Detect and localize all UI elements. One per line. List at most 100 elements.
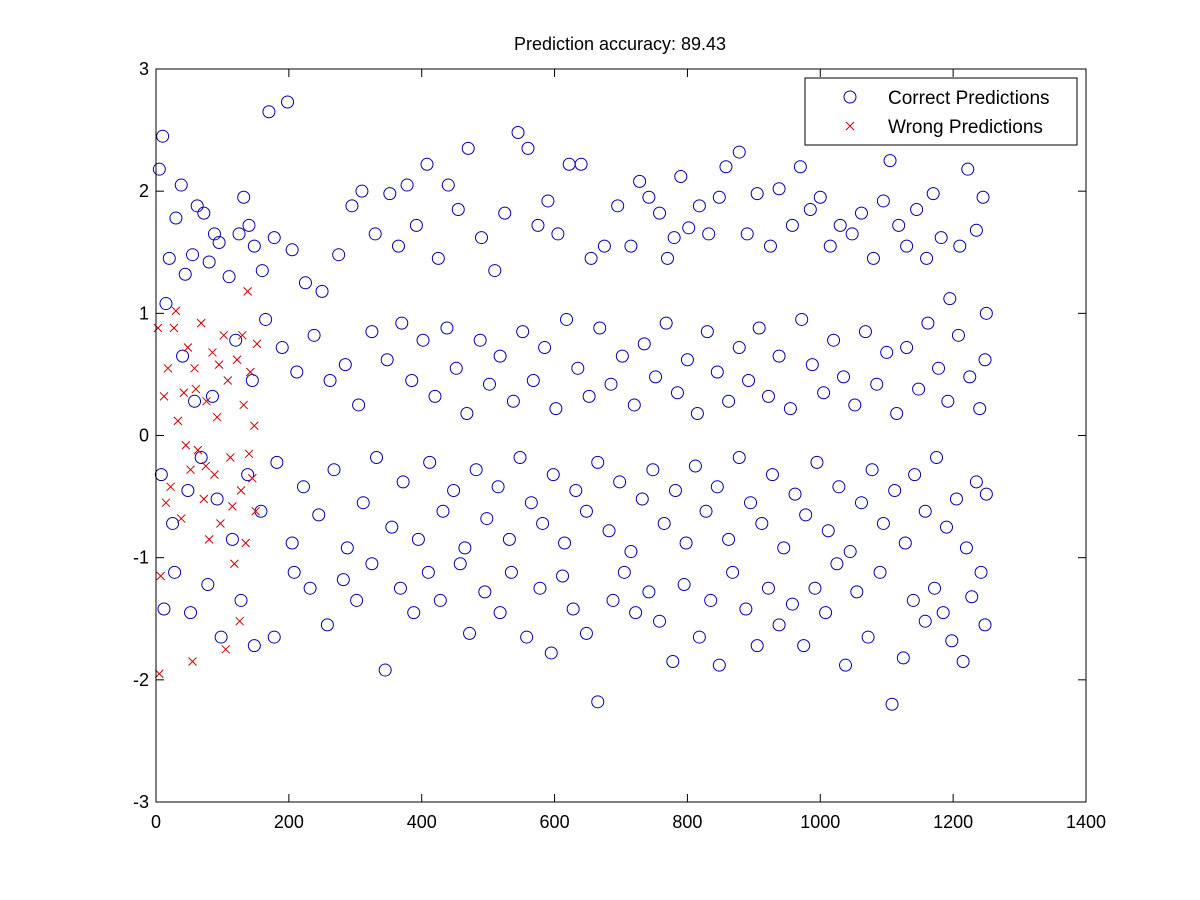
point-correct <box>682 221 696 235</box>
point-correct <box>670 386 684 400</box>
point-correct <box>742 374 756 388</box>
point-correct <box>873 565 887 579</box>
point-correct <box>463 626 477 640</box>
x-tick-label: 1000 <box>800 812 840 832</box>
point-wrong <box>186 465 195 475</box>
point-correct <box>186 248 200 262</box>
point-correct <box>657 516 671 530</box>
point-correct <box>979 487 993 501</box>
y-tick-label: 3 <box>139 59 149 79</box>
point-correct <box>423 455 437 469</box>
point-correct <box>411 532 425 546</box>
point-wrong <box>238 330 247 340</box>
point-correct <box>409 218 423 232</box>
point-correct <box>945 634 959 648</box>
point-wrong <box>204 534 214 544</box>
point-correct <box>752 321 766 335</box>
point-correct <box>290 365 304 379</box>
point-correct <box>493 606 507 620</box>
point-correct <box>365 557 379 571</box>
point-correct <box>928 581 942 595</box>
legend-label: Correct Predictions <box>888 88 1050 109</box>
point-correct <box>926 187 940 201</box>
x-tick-label: 1200 <box>933 812 973 832</box>
point-correct <box>365 325 379 339</box>
point-correct <box>521 141 535 155</box>
point-correct <box>712 658 726 672</box>
point-correct <box>624 545 638 559</box>
point-correct <box>440 321 454 335</box>
point-wrong <box>173 416 183 426</box>
point-correct <box>732 450 746 464</box>
point-wrong <box>166 482 175 492</box>
point-correct <box>323 374 337 388</box>
point-correct <box>571 361 585 375</box>
point-correct <box>978 353 992 367</box>
point-correct <box>524 496 538 510</box>
point-correct <box>460 407 474 421</box>
point-correct <box>832 480 846 494</box>
point-correct <box>551 227 565 241</box>
point-correct <box>642 585 656 599</box>
point-wrong <box>230 559 239 569</box>
point-correct <box>225 532 239 546</box>
y-tick-label: -2 <box>133 670 149 690</box>
point-correct <box>431 251 445 265</box>
point-wrong <box>154 669 164 679</box>
point-correct <box>666 655 680 669</box>
point-wrong <box>247 473 257 483</box>
point-correct <box>848 398 862 412</box>
point-correct <box>653 206 667 220</box>
point-correct <box>350 593 364 607</box>
point-correct <box>667 231 681 245</box>
point-correct <box>368 227 382 241</box>
point-correct <box>569 483 583 497</box>
point-correct <box>943 292 957 306</box>
point-wrong <box>239 400 249 410</box>
point-correct <box>380 353 394 367</box>
point-correct <box>513 450 527 464</box>
point-wrong <box>196 318 206 328</box>
point-correct <box>461 141 475 155</box>
point-correct <box>692 199 706 213</box>
point-correct <box>536 516 550 530</box>
axes-box <box>155 68 1087 803</box>
point-correct <box>320 618 334 632</box>
point-correct <box>560 312 574 326</box>
point-correct <box>201 578 215 592</box>
point-correct <box>710 365 724 379</box>
point-correct <box>659 316 673 330</box>
point-correct <box>821 524 835 538</box>
x-tick-label: 800 <box>672 812 702 832</box>
point-correct <box>229 333 243 347</box>
point-correct <box>750 187 764 201</box>
point-wrong <box>216 519 225 528</box>
point-correct <box>506 394 520 408</box>
legend-circle-marker <box>843 90 857 104</box>
point-correct <box>405 374 419 388</box>
point-correct <box>491 480 505 494</box>
point-correct <box>805 358 819 372</box>
point-correct <box>345 199 359 213</box>
point-correct <box>270 455 284 469</box>
point-correct <box>661 251 674 265</box>
point-correct <box>900 239 914 253</box>
point-correct <box>680 353 694 367</box>
point-correct <box>870 377 884 391</box>
point-correct <box>932 361 946 375</box>
point-correct <box>383 187 397 201</box>
point-correct <box>312 508 326 522</box>
point-correct <box>635 492 649 506</box>
point-correct <box>168 565 182 579</box>
point-correct <box>788 487 802 501</box>
point-correct <box>441 178 455 192</box>
point-wrong <box>235 616 245 626</box>
point-wrong <box>188 657 197 666</box>
point-correct <box>726 565 740 579</box>
point-wrong <box>199 494 209 504</box>
point-correct <box>934 231 948 245</box>
point-correct <box>761 581 775 595</box>
point-correct <box>451 202 465 216</box>
